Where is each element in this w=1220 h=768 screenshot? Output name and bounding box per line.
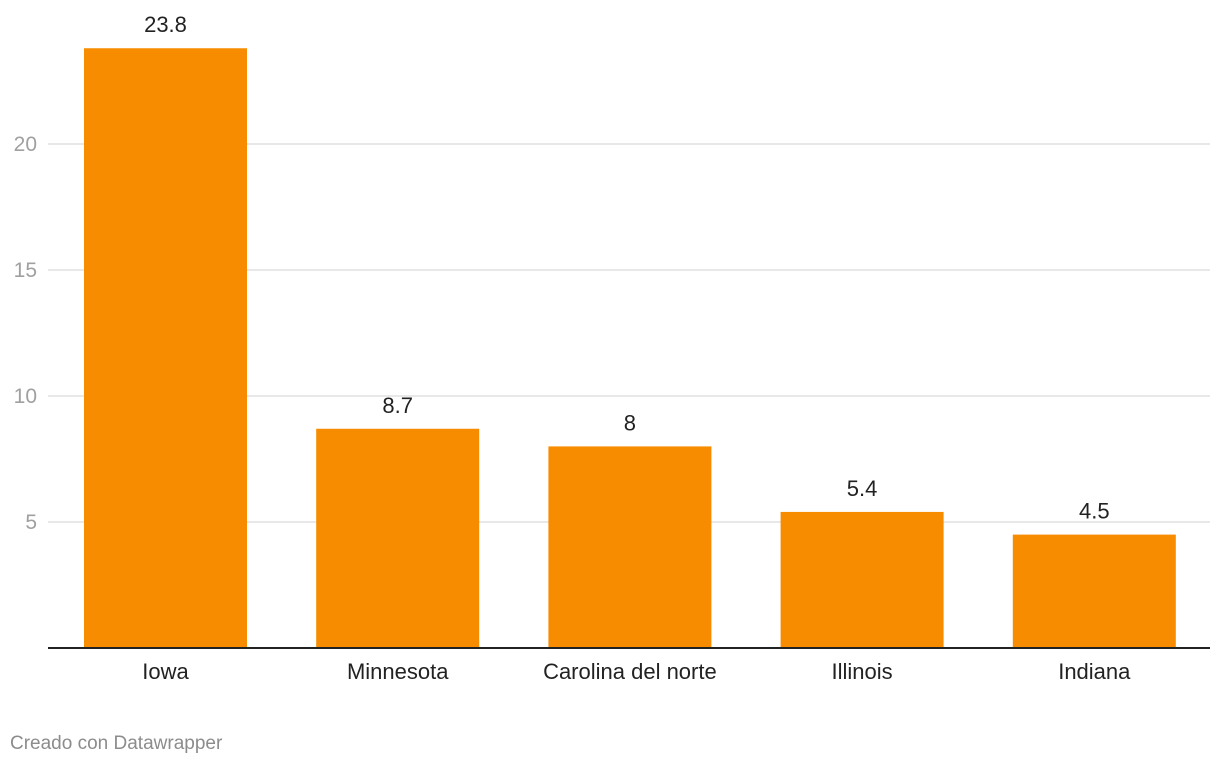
bar-chart: 5 10 15 20 23.8 Iowa 8.7 Minnesota 8 Carolina del… [14,12,1210,684]
y-tick-label: 5 [25,511,37,534]
value-label: 4.5 [1079,499,1110,524]
y-tick-label: 10 [14,385,37,408]
bar [1012,534,1176,648]
bars [84,48,1176,649]
bar [548,446,712,648]
category-label: Illinois [832,659,893,684]
bar [84,48,247,649]
labels: 5 10 15 20 23.8 Iowa 8.7 Minnesota 8 Carolina del… [14,12,1132,684]
bar [780,511,944,648]
bar [316,428,480,648]
value-label: 5.4 [847,476,878,501]
value-label: 8 [624,410,636,435]
credit-text: Creado con Datawrapper [10,733,223,754]
value-label: 23.8 [144,12,187,37]
category-label: Minnesota [347,659,449,684]
value-label: 8.7 [382,393,413,418]
category-label: Indiana [1058,659,1131,684]
y-tick-label: 20 [14,133,37,156]
category-label: Iowa [142,659,189,684]
category-label: Carolina del norte [543,659,717,684]
y-tick-label: 15 [14,259,37,282]
